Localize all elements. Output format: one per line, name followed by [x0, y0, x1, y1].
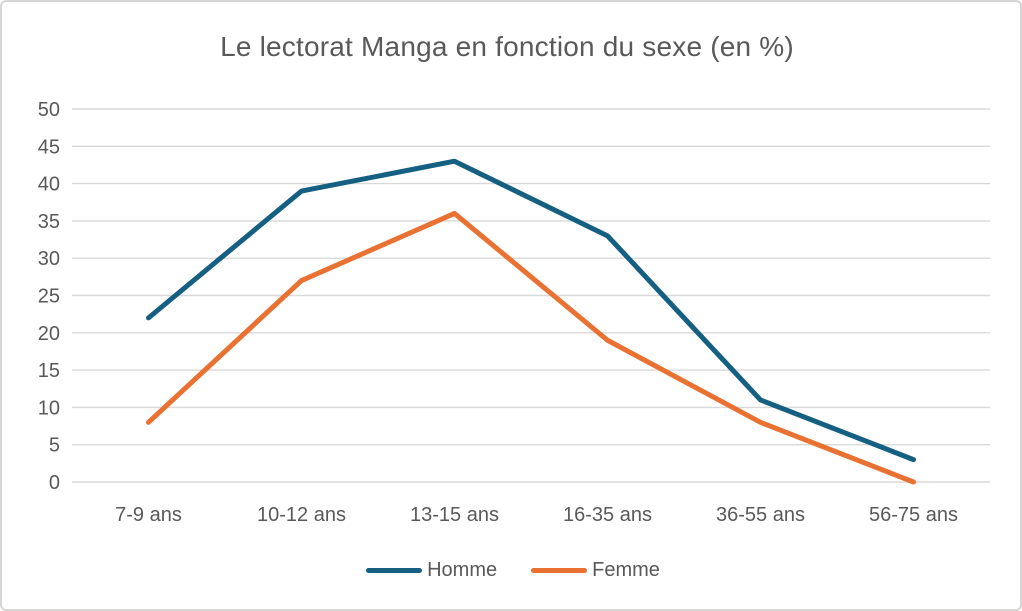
x-axis-tick-label: 7-9 ans	[115, 504, 182, 526]
y-axis-tick-label: 5	[49, 435, 60, 457]
y-axis-tick-label: 25	[38, 286, 60, 308]
y-axis-tick-label: 40	[38, 174, 60, 196]
legend-item-femme: Femme	[531, 559, 660, 582]
y-axis-tick-label: 15	[38, 360, 60, 382]
y-axis-tick-label: 35	[38, 211, 60, 233]
legend: Homme Femme	[2, 559, 1020, 582]
x-axis-tick-label: 56-75 ans	[869, 504, 958, 526]
y-axis-tick-label: 45	[38, 136, 60, 158]
x-axis-tick-label: 10-12 ans	[257, 504, 346, 526]
y-axis-tick-label: 50	[38, 99, 60, 121]
x-axis-tick-label: 36-55 ans	[716, 504, 805, 526]
x-axis-tick-label: 13-15 ans	[410, 504, 499, 526]
legend-label-homme: Homme	[427, 559, 498, 581]
series-line-homme	[146, 158, 916, 463]
legend-item-homme: Homme	[366, 559, 497, 582]
series-line-femme	[146, 210, 916, 485]
y-axis-tick-label: 20	[38, 323, 60, 345]
legend-label-femme: Femme	[592, 559, 660, 581]
homme-line-swatch-icon	[366, 568, 423, 573]
y-axis-tick-label: 30	[38, 248, 60, 270]
y-axis-tick-label: 10	[38, 397, 60, 419]
y-axis-tick-label: 0	[49, 472, 60, 494]
x-axis-tick-label: 16-35 ans	[563, 504, 652, 526]
chart-title: Le lectorat Manga en fonction du sexe (e…	[220, 31, 794, 62]
femme-line-swatch-icon	[531, 568, 588, 573]
